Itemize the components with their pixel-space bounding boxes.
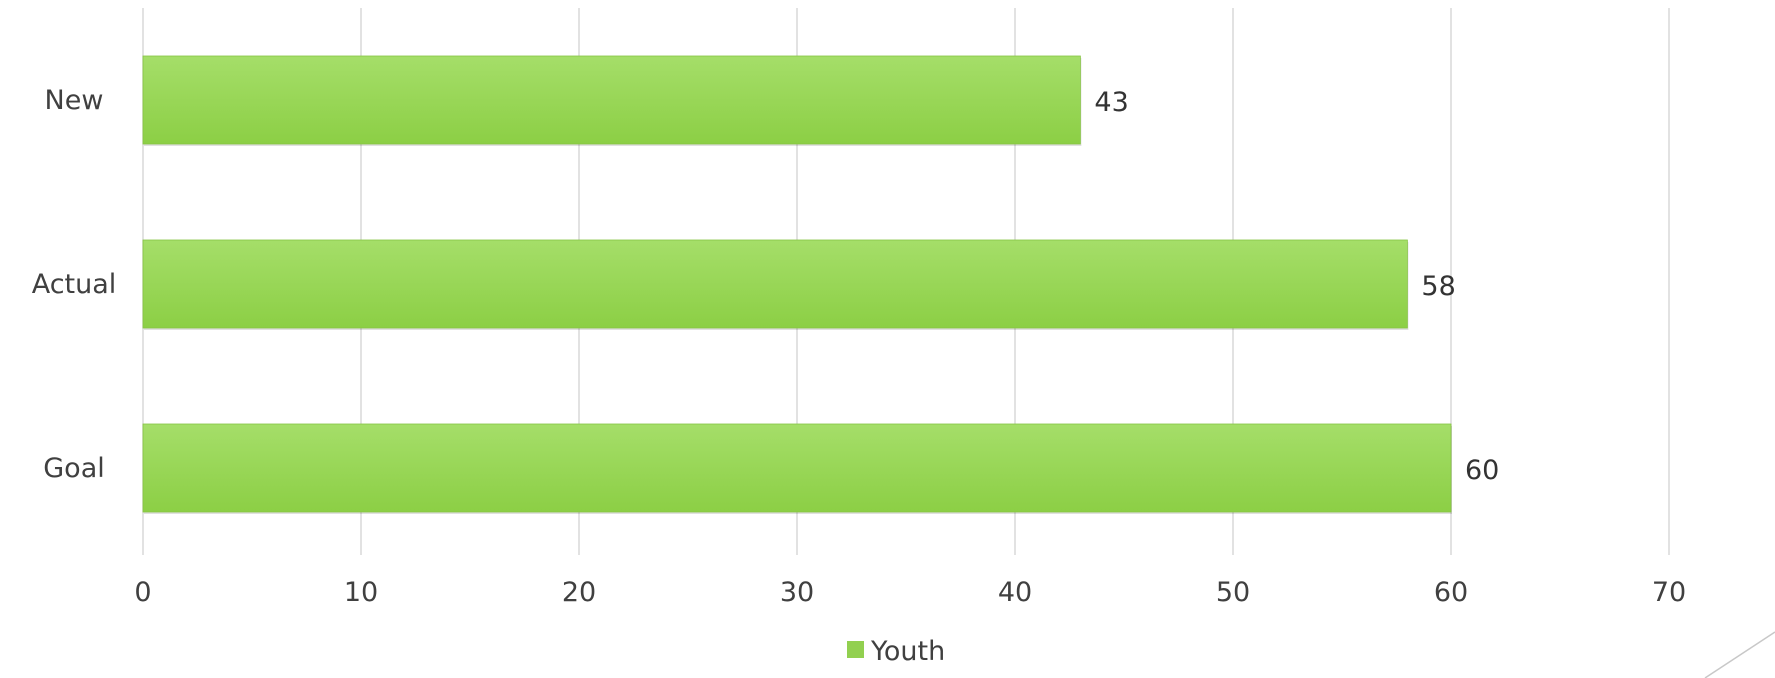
bar-new xyxy=(142,55,1081,145)
category-label: New xyxy=(45,85,104,116)
label-layer: 0 10 20 30 40 50 60 70 New 43 Actual 58 Goal 60 xyxy=(32,85,1686,608)
x-tick-label: 20 xyxy=(562,577,596,608)
legend: Youth xyxy=(847,636,945,667)
category-label: Goal xyxy=(43,453,105,484)
x-tick-label: 70 xyxy=(1652,577,1686,608)
category-label: Actual xyxy=(32,269,117,300)
x-tick-label: 10 xyxy=(344,577,378,608)
data-label: 43 xyxy=(1094,87,1128,118)
legend-label: Youth xyxy=(870,636,945,667)
corner-decoration-line xyxy=(1704,631,1775,678)
bar-layer xyxy=(142,55,1452,514)
bar-goal xyxy=(142,423,1452,513)
x-tick-label: 50 xyxy=(1216,577,1250,608)
x-tick-label: 60 xyxy=(1434,577,1468,608)
bar-actual xyxy=(142,239,1408,329)
data-label: 58 xyxy=(1421,271,1455,302)
x-tick-label: 0 xyxy=(134,577,151,608)
x-tick-label: 30 xyxy=(780,577,814,608)
legend-swatch xyxy=(847,641,864,658)
data-label: 60 xyxy=(1465,455,1499,486)
x-tick-label: 40 xyxy=(998,577,1032,608)
